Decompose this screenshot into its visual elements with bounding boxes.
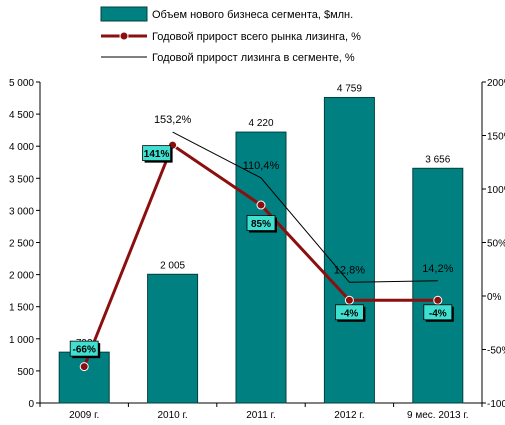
y-right-tick-label: -100% xyxy=(487,399,505,410)
market-growth-label: 141% xyxy=(144,149,170,160)
segment-growth-label: 12,8% xyxy=(334,264,365,276)
market-growth-label: -4% xyxy=(341,308,359,319)
bar xyxy=(412,167,464,404)
market-growth-label-box xyxy=(69,340,99,357)
x-tick-label: 9 мес. 2013 г. xyxy=(407,410,469,421)
bar xyxy=(58,351,110,404)
x-tick-label: 2009 г. xyxy=(69,410,99,421)
segment-growth-label: 110,4% xyxy=(243,160,280,172)
segment-growth-label: 14,2% xyxy=(422,263,453,275)
bar-value-label: 4 220 xyxy=(248,118,273,129)
y-left-tick-label: 4 000 xyxy=(9,142,34,153)
y-right-tick-label: 200% xyxy=(487,78,505,89)
bar-value-label: 3 656 xyxy=(425,154,450,165)
bar-value-label: 4 759 xyxy=(337,83,362,94)
x-tick-label: 2012 г. xyxy=(334,410,364,421)
y-left-tick-label: 500 xyxy=(17,367,34,378)
legend-swatch-bar xyxy=(100,6,148,22)
y-left-tick-label: 2 000 xyxy=(9,271,34,282)
y-right-tick-label: 0% xyxy=(487,292,502,303)
bar xyxy=(235,131,287,404)
market-growth-marker xyxy=(344,295,354,305)
legend: Объем нового бизнеса сегмента, $млн. Год… xyxy=(100,6,361,64)
market-growth-label-box xyxy=(423,304,453,321)
y-left-tick-label: 0 xyxy=(28,399,34,410)
market-growth-label-box xyxy=(334,304,364,321)
bar xyxy=(323,96,375,404)
segment-growth-line xyxy=(172,131,438,283)
market-growth-marker xyxy=(256,200,266,210)
bar-value-label: 2 005 xyxy=(160,260,185,271)
x-tick-label: 2010 г. xyxy=(157,410,187,421)
bar xyxy=(147,273,199,404)
segment-growth-label: 153,2% xyxy=(154,114,192,126)
y-left-tick-label: 5 000 xyxy=(9,78,34,89)
y-left-tick-label: 2 500 xyxy=(9,239,34,250)
y-left-tick-label: 3 500 xyxy=(9,174,34,185)
y-right-tick-label: -50% xyxy=(487,346,505,357)
market-growth-label: -4% xyxy=(429,308,447,319)
market-growth-label: 85% xyxy=(251,219,271,230)
legend-swatch-market-marker xyxy=(119,31,129,41)
y-right-tick-label: 100% xyxy=(487,185,505,196)
plot-area: 0 500 1 000 1 500 2 000 2 500 3 000 3 500 4 000 4… xyxy=(9,78,505,421)
legend-label-segment-line: Годовой прирост лизинга в сегменте, % xyxy=(152,52,355,64)
market-growth-label: -66% xyxy=(73,345,96,356)
market-growth-label-box xyxy=(246,215,276,231)
y-right-tick-label: 150% xyxy=(487,132,505,143)
market-growth-label-box xyxy=(142,145,172,162)
y-left-tick-label: 1 500 xyxy=(9,303,34,314)
market-growth-marker xyxy=(79,362,89,372)
x-tick-label: 2011 г. xyxy=(246,410,276,421)
y-left-tick-label: 3 000 xyxy=(9,206,34,217)
legend-label-bar: Объем нового бизнеса сегмента, $млн. xyxy=(152,9,353,21)
y-left-tick-label: 1 000 xyxy=(9,335,34,346)
y-left-tick-label: 4 500 xyxy=(9,110,34,121)
y-right-tick-label: 50% xyxy=(487,239,505,250)
legend-label-market-line: Годовой прирост всего рынка лизинга, % xyxy=(152,31,361,43)
market-growth-marker xyxy=(433,295,443,305)
